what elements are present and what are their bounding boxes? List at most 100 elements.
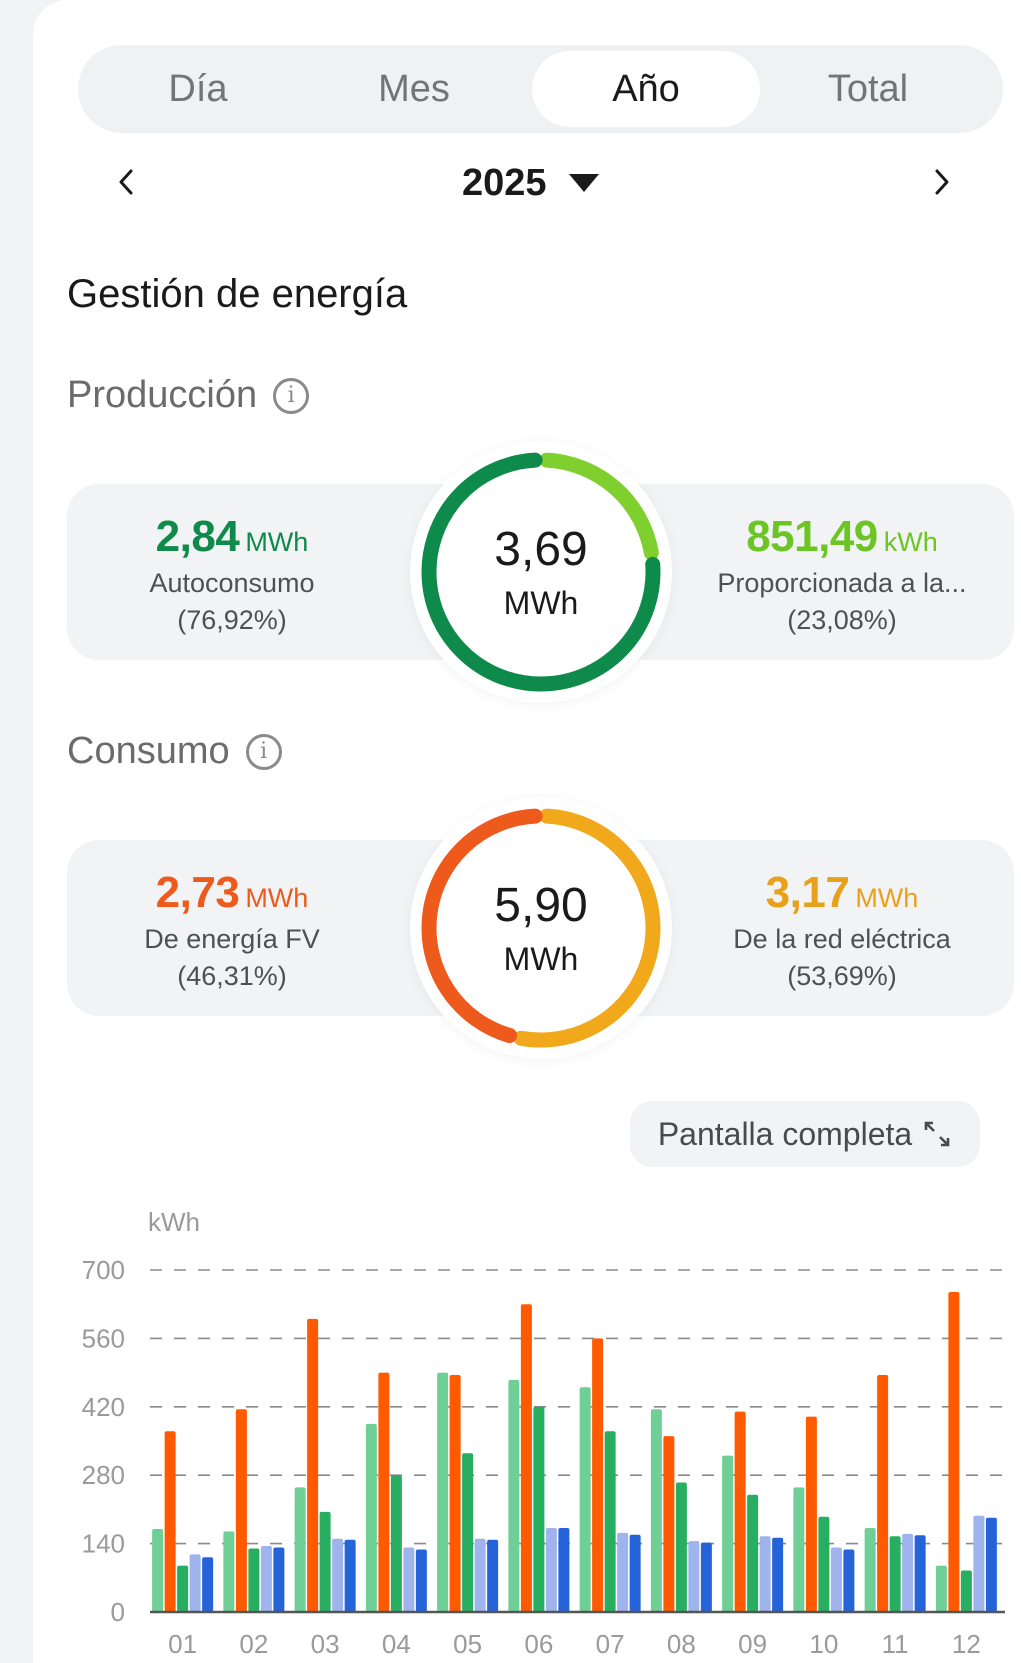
next-year-button[interactable] <box>916 156 968 208</box>
bar-07-s3[interactable] <box>604 1431 616 1612</box>
tab-day[interactable]: Día <box>168 67 228 110</box>
year-selector[interactable]: 2025 <box>462 156 599 210</box>
bar-03-s2[interactable] <box>307 1318 319 1612</box>
x-tick-label: 08 <box>667 1629 696 1659</box>
bar-11-s2[interactable] <box>877 1375 889 1612</box>
bar-04-s4[interactable] <box>403 1547 415 1612</box>
bar-10-s4[interactable] <box>830 1547 842 1612</box>
bar-11-s3[interactable] <box>889 1536 901 1612</box>
bar-08-s2[interactable] <box>663 1436 675 1612</box>
y-tick-label: 560 <box>82 1323 125 1353</box>
previous-year-button[interactable] <box>100 156 152 208</box>
bar-12-s3[interactable] <box>960 1570 972 1612</box>
bar-08-s3[interactable] <box>675 1482 687 1612</box>
bar-01-s3[interactable] <box>177 1565 189 1612</box>
bar-07-s2[interactable] <box>592 1338 604 1612</box>
production-right-arc <box>539 452 659 561</box>
self-consumption-label: Autoconsumo <box>149 568 315 598</box>
bar-09-s5[interactable] <box>772 1537 784 1612</box>
bar-11-s1[interactable] <box>864 1527 876 1612</box>
grid-consumption-value: 3,17 <box>765 868 850 917</box>
tab-month[interactable]: Mes <box>378 67 450 110</box>
bar-02-s1[interactable] <box>223 1531 235 1612</box>
bar-07-s4[interactable] <box>617 1532 629 1612</box>
tab-year[interactable]: Año <box>532 51 760 127</box>
bar-09-s4[interactable] <box>759 1536 771 1612</box>
y-axis-unit: kWh <box>148 1207 200 1237</box>
bar-08-s5[interactable] <box>700 1542 712 1612</box>
bar-02-s5[interactable] <box>273 1547 285 1612</box>
bar-02-s4[interactable] <box>260 1546 272 1612</box>
bar-12-s5[interactable] <box>985 1517 997 1612</box>
bar-05-s3[interactable] <box>462 1453 474 1612</box>
production-title: Producción i <box>67 374 310 417</box>
bar-04-s1[interactable] <box>365 1423 377 1612</box>
info-icon[interactable]: i <box>245 733 282 770</box>
grid-export-unit: kWh <box>883 527 938 557</box>
bar-01-s4[interactable] <box>189 1554 201 1612</box>
production-total-value: 3,69 <box>494 523 588 576</box>
page-title: Gestión de energía <box>67 272 408 316</box>
bar-06-s2[interactable] <box>520 1304 532 1612</box>
bar-05-s1[interactable] <box>437 1372 449 1612</box>
fullscreen-button[interactable]: Pantalla completa <box>630 1101 980 1167</box>
production-ring: 3,69 MWh <box>410 441 672 703</box>
grid-consumption-stat: 3,17 MWh De la red eléctrica (53,69%) <box>677 868 1007 992</box>
bar-04-s2[interactable] <box>378 1372 390 1612</box>
bar-10-s2[interactable] <box>805 1416 817 1612</box>
bar-08-s1[interactable] <box>650 1409 662 1612</box>
bar-09-s1[interactable] <box>722 1455 734 1612</box>
consumption-donut <box>421 808 661 1048</box>
x-tick-label: 05 <box>453 1629 482 1659</box>
y-tick-label: 0 <box>111 1597 125 1627</box>
bar-05-s2[interactable] <box>449 1375 461 1612</box>
bar-10-s1[interactable] <box>793 1487 805 1612</box>
bar-06-s3[interactable] <box>533 1406 545 1612</box>
bar-03-s4[interactable] <box>332 1538 344 1612</box>
caret-down-icon <box>568 174 599 192</box>
bar-11-s5[interactable] <box>914 1535 926 1612</box>
bar-03-s5[interactable] <box>344 1539 356 1612</box>
bar-04-s5[interactable] <box>415 1549 427 1612</box>
bar-01-s5[interactable] <box>202 1557 214 1612</box>
x-tick-label: 12 <box>952 1629 981 1659</box>
x-tick-label: 07 <box>596 1629 625 1659</box>
bar-12-s1[interactable] <box>935 1565 947 1612</box>
bar-03-s1[interactable] <box>294 1487 306 1612</box>
bar-06-s1[interactable] <box>508 1379 520 1612</box>
bar-06-s5[interactable] <box>558 1527 570 1612</box>
bar-01-s2[interactable] <box>164 1431 176 1612</box>
self-consumption-stat: 2,84 MWh Autoconsumo (76,92%) <box>67 512 397 636</box>
bar-08-s4[interactable] <box>688 1541 700 1612</box>
bar-09-s3[interactable] <box>747 1494 759 1612</box>
bar-05-s5[interactable] <box>487 1539 499 1612</box>
bar-10-s5[interactable] <box>843 1549 855 1612</box>
bar-07-s1[interactable] <box>579 1387 591 1612</box>
chevron-left-icon <box>119 169 133 195</box>
bar-04-s3[interactable] <box>390 1475 402 1612</box>
bar-06-s4[interactable] <box>545 1527 557 1612</box>
consumption-total-value: 5,90 <box>494 879 588 932</box>
bar-09-s2[interactable] <box>734 1411 746 1612</box>
bar-12-s4[interactable] <box>973 1515 985 1612</box>
chevron-right-icon <box>935 169 949 195</box>
consumption-ring: 5,90 MWh <box>410 797 672 1059</box>
bar-05-s4[interactable] <box>474 1538 486 1612</box>
info-icon[interactable]: i <box>273 377 310 414</box>
bar-07-s5[interactable] <box>629 1534 641 1612</box>
bar-11-s4[interactable] <box>902 1533 914 1612</box>
y-tick-label: 280 <box>82 1460 125 1490</box>
x-tick-label: 11 <box>882 1629 909 1659</box>
bar-02-s3[interactable] <box>248 1548 260 1612</box>
self-consumption-value: 2,84 <box>155 512 240 561</box>
bar-02-s2[interactable] <box>235 1409 247 1612</box>
production-left-arc <box>421 452 661 692</box>
x-tick-label: 09 <box>738 1629 767 1659</box>
bar-10-s3[interactable] <box>818 1516 830 1612</box>
tab-total[interactable]: Total <box>827 67 909 110</box>
consumption-right-arc <box>513 808 661 1048</box>
bar-12-s2[interactable] <box>948 1291 960 1612</box>
y-tick-label: 140 <box>82 1529 125 1559</box>
bar-03-s3[interactable] <box>319 1511 331 1612</box>
bar-01-s1[interactable] <box>152 1528 164 1612</box>
